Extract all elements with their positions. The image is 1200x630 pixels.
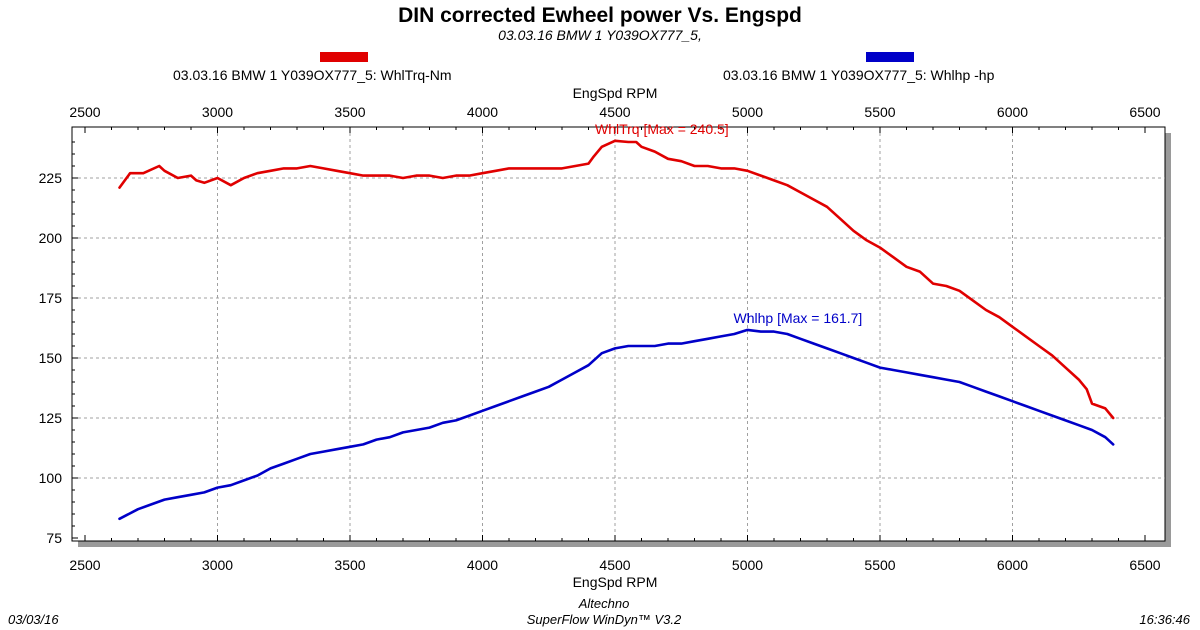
footer-time: 16:36:46 xyxy=(1139,612,1190,627)
series-lines xyxy=(118,139,1115,521)
x-tick-label-top: 2500 xyxy=(69,104,100,120)
x-axis-label-bottom: EngSpd RPM xyxy=(573,574,658,590)
x-tick-label-top: 5000 xyxy=(732,104,763,120)
annotations: WhlTrq [Max = 240.5] Whlhp [Max = 161.7] xyxy=(595,121,862,326)
axis-ticks: 2500 2500 3000 3000 3500 3500 4000 4000 4500 4500… xyxy=(39,104,1161,573)
x-tick-label-bottom: 4500 xyxy=(599,557,630,573)
series-line-torque xyxy=(118,139,1115,420)
x-tick-label-top: 3000 xyxy=(202,104,233,120)
annotation-torque: WhlTrq [Max = 240.5] xyxy=(595,121,729,137)
x-tick-label-bottom: 6500 xyxy=(1129,557,1160,573)
x-tick-label-top: 3500 xyxy=(334,104,365,120)
x-tick-label-top: 6500 xyxy=(1129,104,1160,120)
y-tick-label: 175 xyxy=(39,290,63,306)
x-tick-label-bottom: 2500 xyxy=(69,557,100,573)
plot-area xyxy=(71,126,1166,542)
x-tick-label-top: 4000 xyxy=(467,104,498,120)
x-tick-label-top: 6000 xyxy=(997,104,1028,120)
chart-subtitle: 03.03.16 BMW 1 Y039OX777_5, xyxy=(498,27,702,43)
series-line-power xyxy=(118,328,1115,521)
annotation-power: Whlhp [Max = 161.7] xyxy=(734,310,863,326)
x-tick-label-top: 5500 xyxy=(864,104,895,120)
legend-swatch-power xyxy=(866,52,914,62)
x-tick-label-bottom: 4000 xyxy=(467,557,498,573)
legend-label-torque: 03.03.16 BMW 1 Y039OX777_5: WhlTrq-Nm xyxy=(173,67,452,83)
footer-company: Altechno xyxy=(578,596,630,611)
x-axis-label-top: EngSpd RPM xyxy=(573,85,658,101)
x-tick-label-bottom: 5000 xyxy=(732,557,763,573)
y-tick-label: 200 xyxy=(39,230,63,246)
legend-label-power: 03.03.16 BMW 1 Y039OX777_5: Whlhp -hp xyxy=(723,67,995,83)
x-tick-label-top: 4500 xyxy=(599,104,630,120)
x-tick-label-bottom: 3000 xyxy=(202,557,233,573)
footer-software: SuperFlow WinDyn™ V3.2 xyxy=(527,612,682,627)
x-tick-label-bottom: 3500 xyxy=(334,557,365,573)
y-tick-label: 100 xyxy=(39,470,63,486)
x-tick-label-bottom: 6000 xyxy=(997,557,1028,573)
y-tick-label: 225 xyxy=(39,170,63,186)
y-tick-label: 125 xyxy=(39,410,63,426)
y-tick-label: 150 xyxy=(39,350,63,366)
legend-swatch-torque xyxy=(320,52,368,62)
y-tick-label: 75 xyxy=(46,530,62,546)
x-tick-label-bottom: 5500 xyxy=(864,557,895,573)
chart-title: DIN corrected Ewheel power Vs. Engspd xyxy=(398,4,802,27)
footer-date: 03/03/16 xyxy=(8,612,59,627)
